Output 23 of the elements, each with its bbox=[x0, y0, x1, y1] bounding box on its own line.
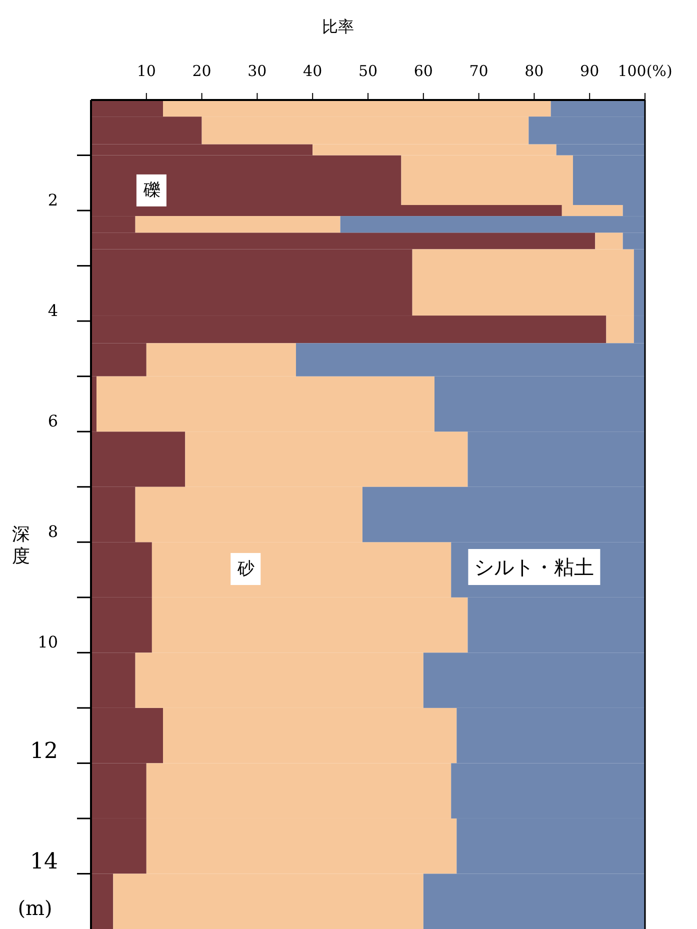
y-tick-label: 10 bbox=[38, 632, 58, 652]
series-label: 礫 bbox=[142, 180, 160, 200]
x-tick-label: 70 bbox=[469, 62, 488, 80]
x-tick-label: 80 bbox=[524, 62, 544, 80]
y-tick-label: 14 bbox=[30, 850, 58, 875]
y-tick-label: 8 bbox=[48, 522, 58, 542]
x-tick-label: 20 bbox=[192, 62, 212, 80]
x-tick-label: 30 bbox=[248, 62, 267, 80]
x-tick-label: 50 bbox=[358, 62, 378, 80]
series-label: シルト・粘土 bbox=[474, 555, 594, 580]
y-tick-label: 2 bbox=[48, 190, 58, 210]
y-tick-label: 4 bbox=[48, 301, 58, 320]
x-tick-label: 60 bbox=[414, 62, 433, 80]
x-tick-label: 10 bbox=[136, 62, 156, 80]
series-label: 砂 bbox=[236, 559, 255, 580]
x-tick-label: 100(%) bbox=[618, 62, 672, 80]
x-tick-label: 40 bbox=[303, 62, 322, 80]
y-axis-title: 深度 bbox=[12, 524, 30, 567]
y-tick-label: 12 bbox=[30, 739, 58, 764]
y-tick-label: 6 bbox=[48, 412, 58, 431]
text: (m) bbox=[18, 896, 52, 920]
x-tick-label: 90 bbox=[580, 62, 600, 80]
x-axis-title: 比率 bbox=[322, 17, 354, 36]
